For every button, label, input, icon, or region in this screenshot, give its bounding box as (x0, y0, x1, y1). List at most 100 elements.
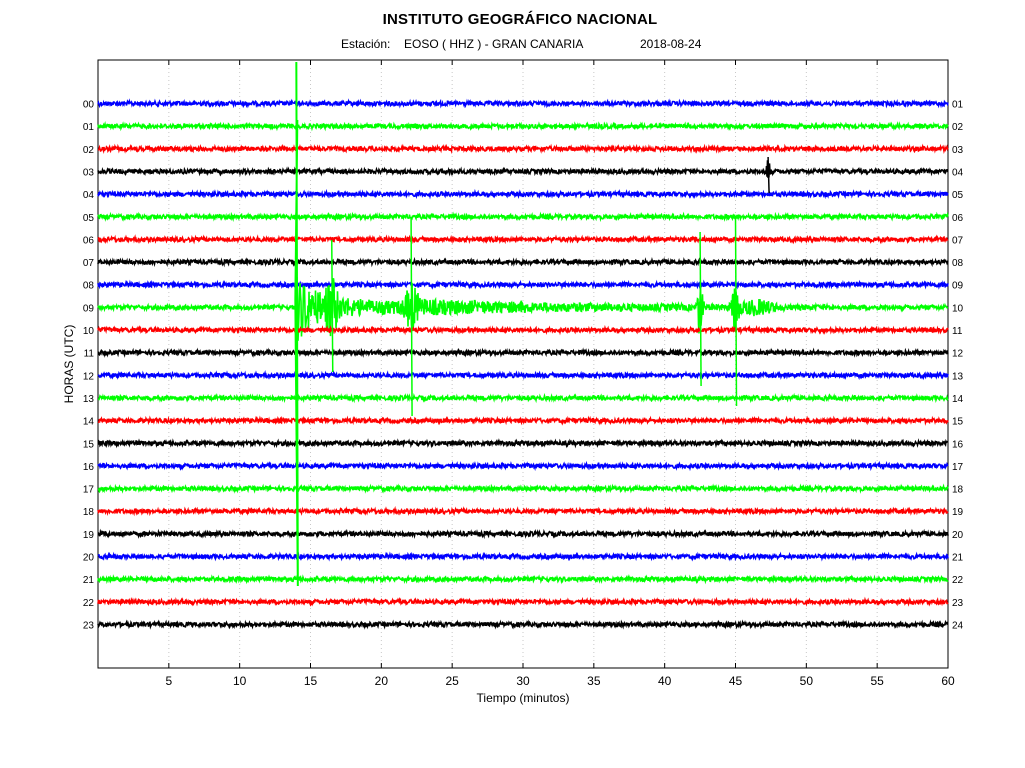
seismic-trace-16 (97, 460, 949, 472)
x-tick-label: 25 (445, 674, 459, 688)
hour-label-left: 13 (83, 394, 95, 405)
hour-label-left: 14 (83, 417, 95, 428)
hour-label-right: 09 (952, 281, 964, 292)
hour-label-left: 04 (83, 190, 95, 201)
hour-label-right: 11 (952, 326, 963, 337)
hour-label-right: 23 (952, 598, 964, 609)
hour-label-right: 04 (952, 167, 964, 178)
x-tick-label: 20 (375, 674, 389, 688)
seismic-trace-10 (97, 324, 949, 336)
seismic-trace-08 (97, 279, 949, 290)
axis-ticks: 5 10 15 20 25 30 35 40 45 50 55 60 00 01 01 02 02 03 03 04 0… (83, 60, 964, 688)
x-tick-label: 55 (870, 674, 884, 688)
hour-label-right: 24 (952, 620, 964, 631)
event-spike-hour03 (767, 156, 770, 194)
hour-label-right: 10 (952, 303, 964, 314)
seismic-trace-03 (97, 160, 949, 178)
recording-date: 2018-08-24 (640, 37, 702, 51)
station-label: Estación: (341, 37, 391, 51)
seismic-trace-01 (97, 120, 949, 132)
hour-label-left: 20 (83, 553, 95, 564)
event-spike (734, 215, 738, 407)
x-tick-label: 10 (233, 674, 247, 688)
seismic-trace-13 (98, 392, 949, 404)
y-axis-label: HORAS (UTC) (62, 325, 76, 404)
event-spike (331, 239, 334, 373)
x-tick-label: 40 (658, 674, 672, 688)
hour-label-right: 17 (952, 462, 964, 473)
hour-label-right: 08 (952, 258, 964, 269)
hour-label-right: 02 (952, 122, 964, 133)
seismic-trace-18 (97, 505, 949, 517)
seismic-trace-17 (97, 483, 949, 494)
grid-lines (168, 60, 878, 668)
hour-label-right: 22 (952, 575, 964, 586)
seismic-trace-21 (97, 573, 949, 585)
hour-label-right: 01 (952, 100, 964, 111)
seismic-trace-09 (97, 276, 949, 341)
hour-label-left: 05 (83, 213, 95, 224)
hour-label-right: 14 (952, 394, 964, 405)
x-tick-label: 15 (304, 674, 318, 688)
hour-label-left: 12 (83, 371, 95, 382)
station-name: EOSO ( HHZ ) - GRAN CANARIA (404, 37, 584, 51)
x-tick-label: 45 (729, 674, 743, 688)
hour-label-right: 07 (952, 235, 964, 246)
seismic-trace-15 (97, 438, 949, 449)
hour-label-left: 17 (83, 485, 95, 496)
seismic-trace-07 (97, 256, 949, 268)
seismic-trace-12 (97, 370, 949, 381)
hour-label-left: 21 (83, 575, 95, 586)
event-spike-14min (294, 61, 299, 587)
hour-label-left: 03 (83, 167, 95, 178)
hour-label-right: 16 (952, 439, 964, 450)
event-spike (699, 231, 702, 387)
hour-label-right: 05 (952, 190, 964, 201)
x-tick-label: 30 (516, 674, 530, 688)
hour-label-right: 19 (952, 507, 964, 518)
hour-label-left: 11 (84, 349, 95, 360)
x-tick-label: 50 (800, 674, 814, 688)
seismic-traces (97, 61, 949, 630)
seismic-trace-06 (97, 234, 949, 245)
hour-label-left: 19 (83, 530, 95, 541)
hour-label-right: 21 (952, 553, 964, 564)
seismic-trace-22 (97, 596, 949, 608)
hour-label-left: 07 (83, 258, 95, 269)
chart-title: INSTITUTO GEOGRÁFICO NACIONAL (382, 11, 658, 28)
hour-label-left: 23 (83, 620, 95, 631)
seismic-trace-04 (97, 188, 949, 200)
x-tick-label: 60 (941, 674, 955, 688)
hour-label-left: 15 (83, 439, 95, 450)
hour-label-right: 13 (952, 371, 964, 382)
hour-label-left: 06 (83, 235, 95, 246)
seismic-trace-00 (97, 98, 949, 109)
hour-label-left: 00 (83, 100, 95, 111)
seismic-trace-20 (97, 551, 949, 562)
event-spike (410, 217, 413, 417)
seismic-trace-19 (97, 528, 949, 540)
seismic-trace-05 (97, 211, 949, 223)
hour-label-left: 22 (83, 598, 95, 609)
hour-label-right: 03 (952, 145, 964, 156)
hour-label-right: 18 (952, 485, 964, 496)
hour-label-right: 20 (952, 530, 964, 541)
hour-label-left: 01 (83, 122, 95, 133)
hour-label-left: 10 (83, 326, 95, 337)
hour-label-right: 12 (952, 349, 964, 360)
hour-label-right: 15 (952, 417, 964, 428)
hour-label-right: 06 (952, 213, 964, 224)
x-tick-label: 5 (165, 674, 172, 688)
hour-label-left: 16 (83, 462, 95, 473)
hour-label-left: 18 (83, 507, 95, 518)
seismic-trace-11 (97, 347, 949, 358)
seismic-trace-23 (97, 619, 949, 630)
seismic-trace-14 (97, 415, 949, 426)
x-tick-label: 35 (587, 674, 601, 688)
hour-label-left: 02 (83, 145, 95, 156)
hour-label-left: 09 (83, 303, 95, 314)
seismic-trace-02 (97, 143, 949, 155)
hour-label-left: 08 (83, 281, 95, 292)
x-axis-label: Tiempo (minutos) (477, 691, 570, 705)
